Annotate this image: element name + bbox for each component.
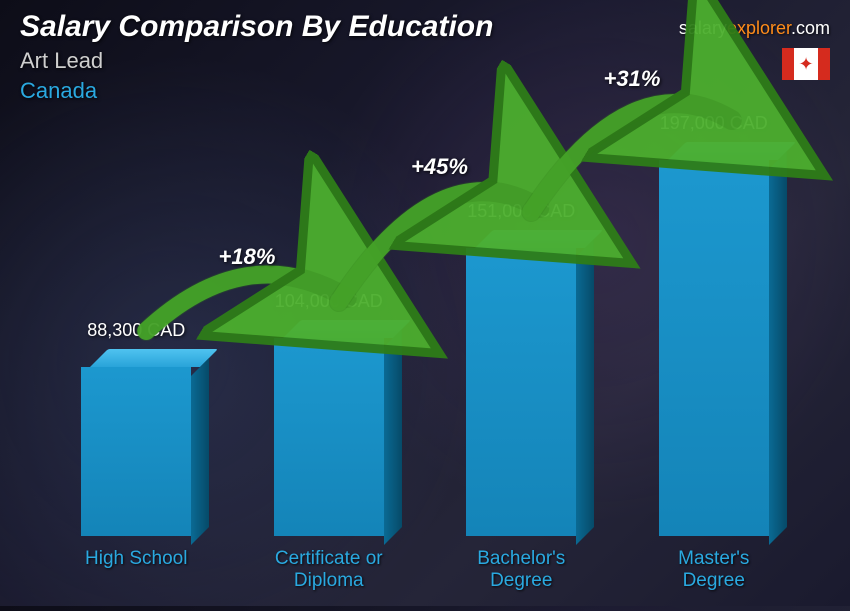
- bar-value-label: 151,000 CAD: [467, 201, 575, 222]
- increase-pct-label: +45%: [411, 154, 468, 180]
- bar-2: 151,000 CAD: [425, 120, 618, 536]
- bar-value-label: 197,000 CAD: [660, 113, 768, 134]
- canada-flag-icon: ✦: [782, 48, 830, 80]
- x-label: High School: [40, 548, 233, 592]
- bar-shape: [274, 320, 384, 536]
- country-label: Canada: [20, 78, 830, 104]
- bar-shape: [659, 142, 769, 536]
- source-suffix: .com: [791, 18, 830, 38]
- x-label: Certificate orDiploma: [233, 548, 426, 592]
- bar-value-label: 88,300 CAD: [87, 320, 185, 341]
- x-label: Master'sDegree: [618, 548, 811, 592]
- bar-shape: [81, 349, 191, 536]
- increase-pct-label: +31%: [604, 66, 661, 92]
- x-label: Bachelor'sDegree: [425, 548, 618, 592]
- source-mid: explorer: [727, 18, 791, 38]
- bar-3: 197,000 CAD: [618, 120, 811, 536]
- job-title: Art Lead: [20, 48, 830, 74]
- source-attribution: salaryexplorer.com: [679, 18, 830, 39]
- bar-shape: [466, 230, 576, 536]
- increase-pct-label: +18%: [219, 244, 276, 270]
- bar-chart: 88,300 CAD 104,000 CAD 151,000 CAD 197,000 …: [40, 120, 810, 536]
- source-prefix: salary: [679, 18, 727, 38]
- x-axis-labels: High SchoolCertificate orDiplomaBachelor…: [40, 548, 810, 592]
- bar-1: 104,000 CAD: [233, 120, 426, 536]
- bar-value-label: 104,000 CAD: [275, 291, 383, 312]
- bar-0: 88,300 CAD: [40, 120, 233, 536]
